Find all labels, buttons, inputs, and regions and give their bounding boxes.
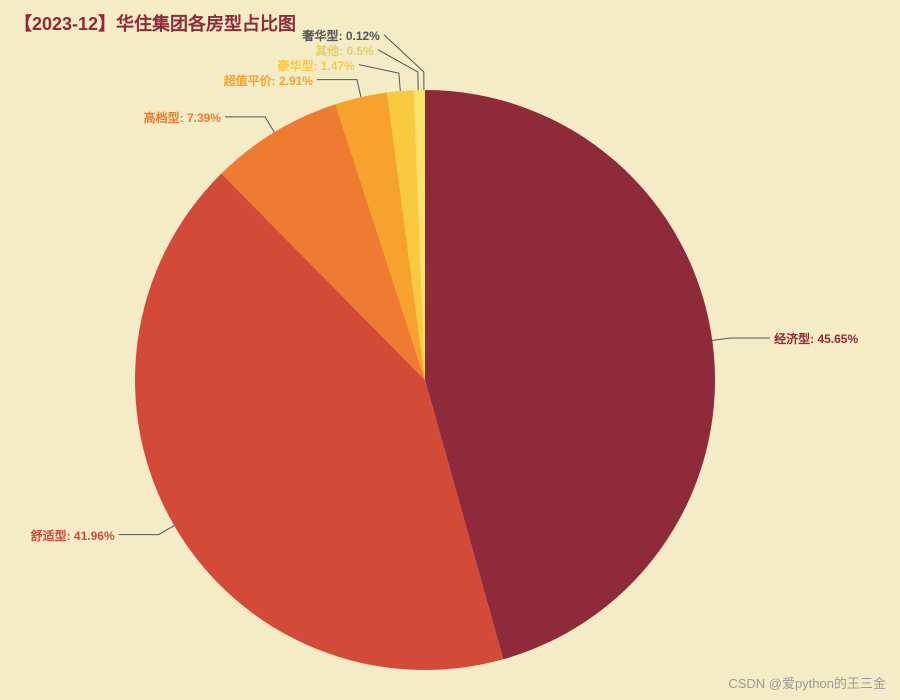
leader-line	[378, 50, 418, 90]
slice-label-超值平价: 超值平价: 2.91%	[224, 72, 313, 89]
slice-label-豪华型: 豪华型: 1.47%	[277, 57, 354, 74]
slice-label-舒适型: 舒适型: 41.96%	[31, 527, 115, 544]
pie-chart	[135, 90, 715, 670]
leader-line	[359, 65, 401, 91]
slice-label-其他: 其他: 0.5%	[315, 42, 374, 59]
slice-label-经济型: 经济型: 45.65%	[774, 330, 858, 347]
slice-label-高档型: 高档型: 7.39%	[144, 109, 221, 126]
leader-line	[712, 338, 770, 340]
slice-label-奢华型: 奢华型: 0.12%	[302, 27, 379, 44]
leader-line	[384, 35, 424, 90]
chart-title: 【2023-12】华住集团各房型占比图	[14, 10, 296, 36]
watermark-text: CSDN @爱python的王三金	[728, 673, 886, 692]
chart-canvas: 【2023-12】华住集团各房型占比图 经济型: 45.65% 舒适型: 41.9…	[0, 0, 900, 700]
